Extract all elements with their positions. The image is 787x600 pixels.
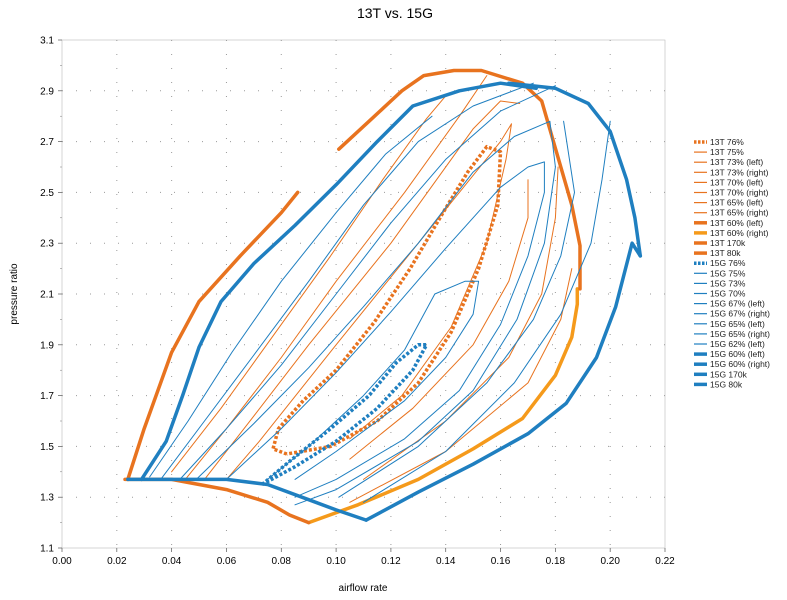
x-tick-label: 0.10 [326,556,346,567]
y-tick-label: 1.7 [40,391,54,402]
series-13t-170k [337,68,582,291]
legend-label: 15G 60% (right) [710,359,770,369]
y-tick-label: 1.1 [40,544,54,555]
legend-label: 13T 80k [710,248,741,258]
legend-label: 13T 76% [710,137,744,147]
x-axis-label: airflow rate [339,583,388,594]
series-13t-73-left [204,100,521,480]
legend-label: 15G 170k [710,369,748,379]
series-13t-65-left [171,95,447,473]
x-tick-label: 0.08 [272,556,292,567]
y-tick-label: 2.9 [40,86,54,97]
series-13t-75 [226,123,512,480]
series-15g-73 [226,161,545,498]
x-tick-label: 0.18 [546,556,566,567]
series-15g-67-right [338,120,575,498]
series-13t-76 [271,144,503,456]
y-tick-label: 1.3 [40,493,54,504]
legend-label: 15G 73% [710,278,746,288]
axes: 0.00 0.02 0.04 0.06 0.08 0.10 0.12 0.14 0.16 0.18… [40,36,675,568]
series-13t-73-right [349,179,529,460]
legend-label: 13T 170k [710,238,746,248]
y-tick-label: 2.1 [40,290,54,301]
legend-label: 15G 75% [710,268,746,278]
x-tick-label: 0.00 [52,556,72,567]
series-15g-170k [507,81,643,258]
series-15g-60-right [364,241,643,522]
legend-label: 13T 60% (right) [710,228,769,238]
chart-title: 13T vs. 15G [357,5,433,21]
y-tick-label: 2.5 [40,188,54,199]
legend: 13T 76%13T 75%13T 73% (left)13T 73% (rig… [694,137,770,389]
x-tick-label: 0.12 [381,556,401,567]
legend-label: 13T 75% [710,147,744,157]
x-tick-label: 0.04 [162,556,182,567]
plot-frame [61,39,666,549]
y-axis-label: pressure ratio [9,263,20,325]
series-15g-60-left [139,81,538,482]
legend-label: 13T 73% (right) [710,167,769,177]
x-tick-label: 0.06 [217,556,237,567]
series-13t-60-right [306,287,580,525]
legend-label: 13T 73% (left) [710,157,763,167]
x-tick-label: 0.14 [436,556,456,567]
y-tick-label: 1.9 [40,340,54,351]
y-tick-label: 2.7 [40,137,54,148]
x-tick-label: 0.20 [600,556,620,567]
series-15g-65-right [363,120,611,503]
legend-label: 15G 65% (left) [710,319,765,329]
series-13t-65-right [349,268,573,503]
x-tick-label: 0.02 [107,556,127,567]
legend-label: 15G 62% (left) [710,339,765,349]
series-15g-65-left [160,82,534,480]
legend-label: 15G 67% (right) [710,309,770,319]
legend-label: 15G 70% [710,289,746,299]
series-15g-62-left [149,115,433,478]
legend-label: 15G 65% (right) [710,329,770,339]
plot-area: 0.00 0.02 0.04 0.06 0.08 0.10 0.12 0.14 0.16 0.18… [40,36,675,568]
y-tick-label: 1.5 [40,442,54,453]
x-tick-label: 0.16 [491,556,511,567]
legend-label: 13T 65% (left) [710,198,763,208]
series-layer [123,68,643,525]
legend-label: 13T 60% (left) [710,218,763,228]
y-tick-label: 3.1 [40,36,54,47]
legend-label: 15G 80k [710,379,743,389]
y-tick-label: 2.3 [40,239,54,250]
legend-label: 13T 70% (right) [710,188,769,198]
x-tick-label: 0.22 [655,556,675,567]
series-13t-60-left [126,190,300,482]
series-15g-70 [195,120,556,506]
series-15g-80k [126,477,368,522]
legend-label: 13T 65% (right) [710,208,769,218]
series-15g-75 [267,280,480,480]
series-13t-70-right [363,166,559,480]
series-15g-76 [260,343,429,487]
legend-label: 15G 60% (left) [710,349,765,359]
series-15g-67-left [179,85,556,480]
legend-label: 15G 67% (left) [710,299,765,309]
legend-label: 15G 76% [710,258,746,268]
legend-label: 13T 70% (left) [710,177,763,187]
